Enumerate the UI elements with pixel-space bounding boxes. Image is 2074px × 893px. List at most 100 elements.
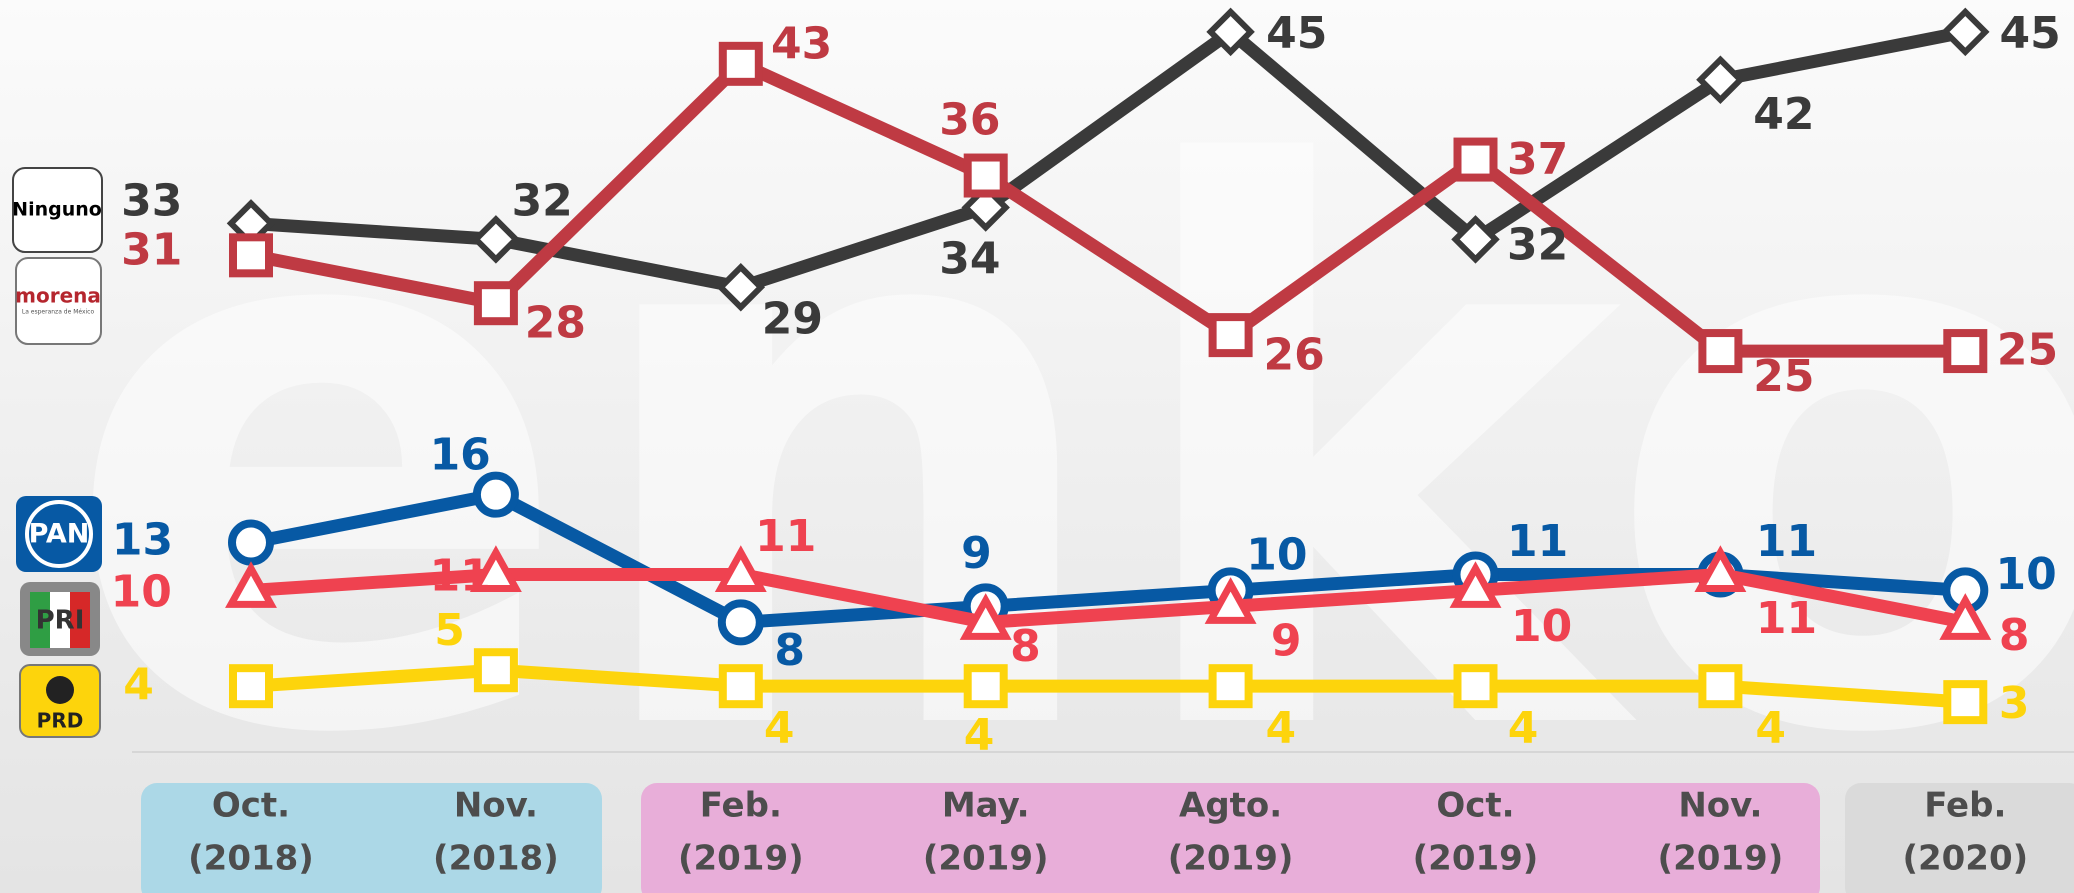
data-label: 10: [1996, 549, 2057, 600]
marker: [1943, 680, 1988, 725]
marker: [1943, 329, 1988, 374]
data-label: 37: [1507, 134, 1568, 185]
data-label: 42: [1753, 89, 1814, 140]
legend-morena: [15, 257, 102, 345]
marker: [1451, 215, 1500, 264]
x-tick-label: (2019): [923, 839, 1049, 879]
x-tick-label: Oct.: [212, 786, 290, 826]
x-tick-label: Agto.: [1179, 786, 1282, 826]
marker: [717, 599, 764, 646]
data-label: 34: [939, 234, 1000, 285]
data-label: 25: [1997, 324, 2058, 375]
data-label: 31: [121, 225, 182, 276]
data-label: 4: [964, 710, 995, 761]
legend-label: PRD: [37, 709, 84, 733]
marker: [1204, 577, 1257, 624]
marker: [718, 41, 763, 86]
series-line: [250, 663, 1966, 709]
x-tick-label: (2018): [188, 839, 314, 879]
marker: [1698, 329, 1743, 374]
data-label: 28: [525, 298, 586, 349]
marker: [229, 664, 273, 709]
watermark: enkoll.: [60, 16, 2074, 893]
marker: [1453, 664, 1498, 709]
data-label: 4: [1266, 703, 1297, 754]
legend-label: PRI: [36, 606, 85, 636]
legend-label: PAN: [29, 519, 90, 550]
data-label: 32: [1507, 219, 1568, 270]
marker: [1939, 593, 1992, 640]
data-label: 26: [1263, 330, 1324, 381]
data-label: 9: [961, 528, 992, 579]
period-band-2020: [1845, 783, 2074, 893]
data-label: 45: [1266, 8, 1327, 59]
marker: [1694, 545, 1747, 592]
marker: [228, 519, 274, 566]
marker: [1941, 7, 1990, 57]
marker: [963, 153, 1008, 198]
marker: [473, 281, 518, 326]
data-label: 16: [430, 430, 491, 481]
marker: [963, 664, 1008, 709]
legend: Ninguno morena La esperanza de México PA…: [12, 167, 103, 738]
legend-tagline: La esperanza de México: [22, 309, 95, 316]
legend-icon: [70, 592, 90, 648]
marker: [1206, 7, 1255, 57]
data-label: 8: [774, 625, 805, 676]
x-tick-label: Nov.: [1678, 786, 1762, 826]
period-band-2019: [641, 783, 1820, 893]
data-label: 25: [1753, 351, 1814, 402]
marker: [471, 215, 521, 264]
data-label: 4: [764, 703, 795, 754]
data-label: 8: [1010, 621, 1041, 672]
data-label: 13: [112, 515, 173, 566]
legend-icon: [30, 592, 50, 648]
marker: [225, 561, 277, 608]
data-label: 4: [1508, 703, 1539, 754]
marker: [714, 545, 767, 592]
marker: [472, 471, 519, 518]
data-label: 11: [1756, 516, 1817, 567]
legend-icon: [25, 500, 93, 568]
marker: [1696, 55, 1745, 105]
data-label: 10: [111, 566, 172, 617]
x-tick-label: (2019): [678, 839, 804, 879]
legend-icon: [46, 676, 74, 704]
data-label: 10: [1246, 529, 1307, 580]
x-tick-label: Feb.: [700, 786, 782, 826]
x-tick-label: Oct.: [1436, 786, 1514, 826]
data-label: 8: [1999, 610, 2030, 661]
legend-label: Ninguno: [12, 199, 102, 221]
data-label: 45: [1999, 8, 2060, 59]
x-tick-label: (2019): [1413, 839, 1539, 879]
x-tick-label: May.: [942, 786, 1030, 826]
marker: [718, 664, 763, 709]
legend-ninguno: [12, 167, 103, 253]
marker: [1453, 137, 1498, 182]
data-label: 4: [1755, 703, 1786, 754]
legend-label: morena: [15, 284, 101, 308]
series-line: [249, 57, 1966, 358]
marker: [229, 233, 273, 278]
marker: [716, 262, 766, 312]
series-line: [250, 567, 1967, 629]
marker: [1208, 664, 1253, 709]
data-label: 33: [121, 176, 182, 227]
data-label: 11: [1756, 593, 1817, 644]
data-label: 5: [434, 605, 465, 656]
data-label: 36: [939, 95, 1000, 146]
data-label: 3: [1999, 678, 2030, 729]
x-tick-label: (2018): [433, 839, 559, 879]
marker: [959, 593, 1012, 640]
x-tick-label: (2019): [1168, 839, 1294, 879]
data-label: 43: [771, 19, 832, 70]
data-label: 10: [1511, 601, 1572, 652]
marker: [1208, 313, 1253, 358]
legend-icon: [50, 592, 70, 648]
x-tick-label: Feb.: [1924, 786, 2006, 826]
x-tick-label: (2020): [1902, 839, 2028, 879]
marker: [1698, 664, 1743, 709]
data-label: 9: [1271, 615, 1302, 666]
marker: [469, 545, 522, 592]
